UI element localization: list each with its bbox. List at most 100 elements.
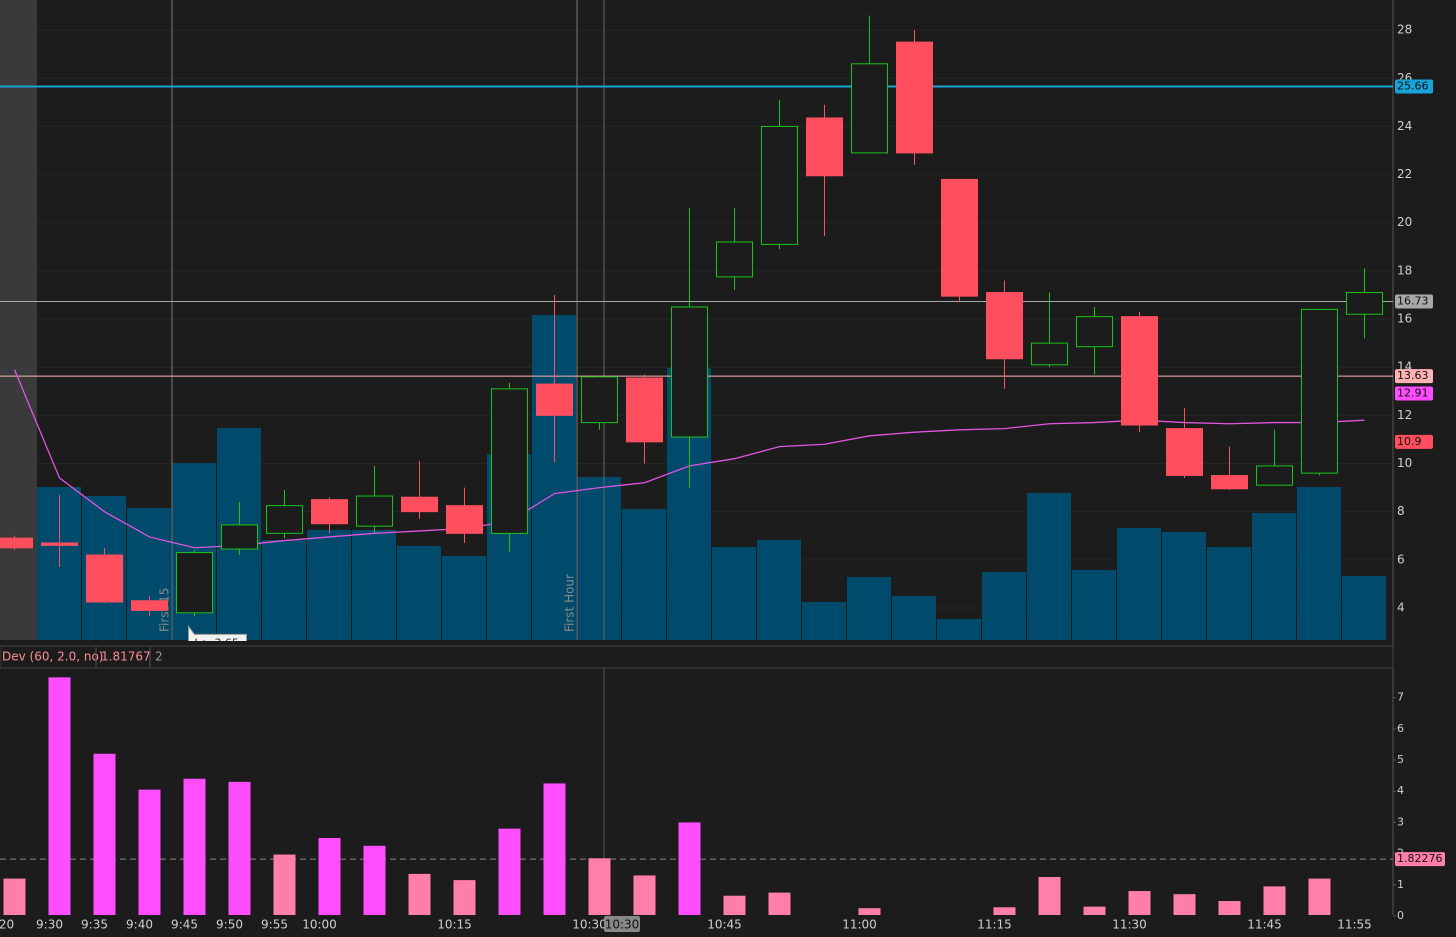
volume-bar xyxy=(802,602,846,640)
candle-body xyxy=(671,306,708,438)
volume-bar xyxy=(757,540,801,640)
y-tick-label: 18 xyxy=(1397,263,1412,277)
x-tick-label: 11:45 xyxy=(1247,918,1282,932)
candle-body xyxy=(536,383,573,416)
y-tick-label: 12 xyxy=(1397,408,1412,422)
x-tick-label: 11:15 xyxy=(977,918,1012,932)
volume-bar xyxy=(847,577,891,640)
study-count: 2 xyxy=(155,650,163,664)
y-tick-label: 24 xyxy=(1397,119,1412,133)
x-tick-label: 10:45 xyxy=(707,918,742,932)
y-tick-label: 8 xyxy=(1397,504,1405,518)
candle-body xyxy=(266,505,303,534)
low-bubble xyxy=(188,624,247,641)
volume-bar xyxy=(442,556,486,640)
bar xyxy=(678,822,701,915)
x-tick-label: 9:40 xyxy=(126,918,153,932)
candle-body xyxy=(806,117,843,177)
y-tick-label: 3 xyxy=(1397,815,1404,828)
bar xyxy=(453,880,476,915)
volume-bar xyxy=(1027,493,1071,640)
volume-bar xyxy=(307,530,351,640)
candle-body xyxy=(1346,292,1383,315)
y-tick-label: 5 xyxy=(1397,753,1404,766)
y-tick-label: 6 xyxy=(1397,722,1404,735)
premarket-shade xyxy=(0,0,37,640)
bar xyxy=(768,892,791,915)
volume-bar xyxy=(352,530,396,640)
x-tick-label: 10:15 xyxy=(437,918,472,932)
candle-body xyxy=(401,496,438,513)
candle-body xyxy=(986,292,1023,360)
y-tick-label: 10 xyxy=(1397,456,1412,470)
candle-body xyxy=(311,499,348,525)
volume-bar xyxy=(1117,528,1161,640)
y-tick-label: 0 xyxy=(1397,909,1404,922)
crosshair-label: 10:30 xyxy=(605,918,640,932)
y-tick-label: 7 xyxy=(1397,691,1404,704)
threshold-label: 1.82276 xyxy=(1397,852,1443,865)
volume-bar xyxy=(982,572,1026,640)
study-title: Dev (60, 2.0, no) xyxy=(2,650,103,664)
bar xyxy=(1083,906,1106,915)
y-tick-label: 4 xyxy=(1397,600,1405,614)
candle-body xyxy=(626,377,663,443)
candle-body xyxy=(446,505,483,534)
bar xyxy=(543,783,566,915)
y-tick-label: 20 xyxy=(1397,215,1412,229)
volume-bar xyxy=(262,540,306,640)
candle-body xyxy=(716,241,753,278)
price-tag xyxy=(1395,434,1433,449)
x-tick-label: 10:30 xyxy=(572,918,607,932)
bar xyxy=(318,838,341,915)
price-tag xyxy=(1395,369,1433,384)
bar xyxy=(1263,886,1286,915)
x-tick-label: 9:35 xyxy=(81,918,108,932)
candle-body xyxy=(581,376,618,424)
y-tick-label: 1 xyxy=(1397,878,1404,891)
candle-body xyxy=(0,537,33,549)
candle-body xyxy=(1121,316,1158,426)
candle-body xyxy=(1076,316,1113,348)
price-tag-label: 13.63 xyxy=(1397,369,1429,382)
bar xyxy=(228,781,251,915)
volume-bar xyxy=(1207,547,1251,640)
candle-body xyxy=(221,524,258,550)
candle-body xyxy=(1211,475,1248,490)
price-tag xyxy=(1395,79,1433,94)
volume-bar xyxy=(937,619,981,640)
volume-bar xyxy=(1162,532,1206,640)
volume-bar xyxy=(892,596,936,640)
bar xyxy=(1128,891,1151,915)
price-tag-label: 16.73 xyxy=(1397,294,1429,307)
x-tick-label: 10:00 xyxy=(302,918,337,932)
bar xyxy=(3,878,26,915)
candle-body xyxy=(1256,465,1293,486)
bar xyxy=(138,789,161,915)
study-panel xyxy=(0,668,1393,915)
candle-body xyxy=(896,41,933,154)
crosshair-tag xyxy=(604,916,640,932)
low-bubble-label: Lo: 3.65 xyxy=(195,636,239,649)
price-tag xyxy=(1395,386,1433,401)
volume-bar xyxy=(622,509,666,640)
bar xyxy=(363,845,386,915)
candle-body xyxy=(491,388,528,534)
y-tick-label: 4 xyxy=(1397,784,1404,797)
volume-bar xyxy=(1297,487,1341,640)
bar xyxy=(993,907,1016,915)
bar xyxy=(723,895,746,915)
candle-body xyxy=(356,495,393,527)
threshold-tag xyxy=(1395,852,1445,867)
candle-body xyxy=(41,542,78,546)
candle-body xyxy=(131,600,168,611)
candle-body xyxy=(761,125,798,245)
x-tick-label: 11:55 xyxy=(1337,918,1372,932)
bar xyxy=(498,828,521,915)
price-tag xyxy=(1395,294,1433,309)
bar xyxy=(408,873,431,915)
candle-body xyxy=(86,554,123,603)
price-tag-label: 12.91 xyxy=(1397,386,1429,399)
